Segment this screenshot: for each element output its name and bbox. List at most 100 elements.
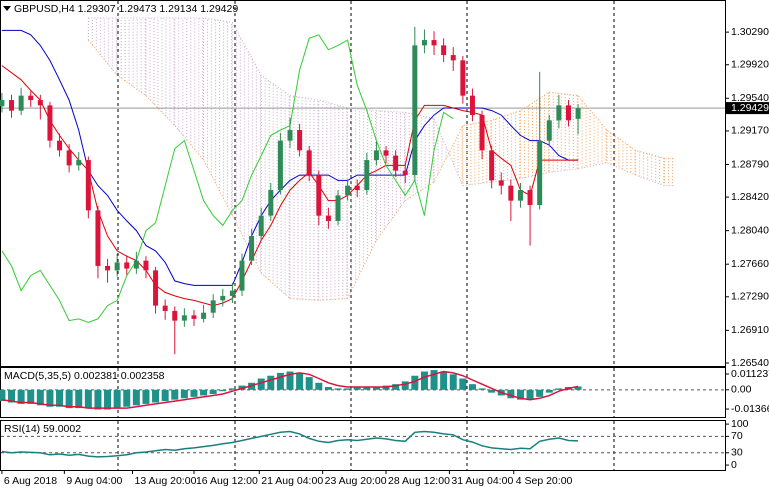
candle-body: [306, 150, 312, 176]
rsi-line: [1, 430, 579, 458]
macd-bar: [363, 387, 371, 390]
x-tick-label: 6 Aug 2018: [4, 475, 57, 487]
macd-bar: [478, 388, 486, 390]
x-tick-label: 9 Aug 04:00: [66, 475, 122, 487]
candle-body: [345, 185, 351, 196]
candle-body: [508, 185, 514, 201]
macd-bar: [459, 378, 467, 390]
candle-body: [172, 310, 178, 321]
cloud-span-a: [87, 39, 675, 301]
macd-bar: [574, 386, 582, 390]
macd-bar: [46, 389, 54, 407]
candle-body: [0, 100, 5, 107]
y-tick-label: 0: [731, 459, 737, 471]
y-tick-label: 100: [731, 418, 749, 430]
x-tick-label: 4 Sep 20:00: [516, 475, 573, 487]
macd-bar: [36, 389, 44, 406]
macd-bar: [516, 389, 524, 400]
macd-bar: [420, 371, 428, 390]
candle-body: [143, 260, 149, 271]
candle-body: [325, 215, 331, 221]
macd-bar: [334, 388, 342, 390]
macd-bar: [305, 377, 313, 390]
macd-bar: [219, 389, 227, 392]
candle-body: [277, 140, 283, 191]
y-tick-label: 1.28040: [731, 224, 769, 236]
candle-body: [210, 300, 216, 313]
macd-bar: [430, 370, 438, 390]
candle-body: [527, 190, 533, 206]
candle-body: [162, 305, 168, 311]
y-tick-label: 0.011237: [731, 368, 769, 380]
candle-body: [287, 130, 293, 141]
panel-title: MACD(5,35,5) 0.002381 0.002358: [4, 370, 165, 382]
macd-bar: [104, 389, 112, 410]
macd-bar: [123, 389, 131, 407]
y-tick-label: 1.27290: [731, 291, 769, 303]
y-tick-label: 1.29540: [731, 92, 769, 104]
candle-body: [354, 185, 360, 191]
macd-bar: [468, 384, 476, 390]
candle-body: [556, 105, 562, 121]
y-tick-label: -0.013666: [731, 403, 769, 415]
macd-bar: [401, 381, 409, 390]
macd-bar: [440, 371, 448, 390]
macd-bar: [267, 375, 275, 390]
candle-body: [249, 235, 255, 261]
candle-body: [575, 108, 581, 119]
y-tick-label: 1.27660: [731, 258, 769, 270]
macd-signal: [1, 370, 579, 409]
candle-body: [18, 95, 24, 111]
macd-bar: [526, 389, 534, 400]
candle-body: [546, 120, 552, 141]
candle-body: [124, 262, 130, 269]
candle-body: [76, 160, 82, 166]
y-tick-label: 0.00: [731, 384, 752, 396]
indicator-line: [1, 34, 454, 323]
candle-body: [297, 130, 303, 151]
macd-bar: [286, 371, 294, 390]
candle-body: [517, 190, 523, 201]
candle-body: [85, 160, 91, 211]
last-price-label: 1.29429: [731, 102, 769, 114]
macd-bar: [75, 389, 83, 409]
macd-bar: [296, 372, 304, 390]
candle-body: [268, 190, 274, 216]
x-tick-label: 21 Aug 04:00: [261, 475, 323, 487]
macd-bar: [353, 387, 361, 390]
candle-body: [133, 260, 139, 269]
macd-bar: [65, 389, 73, 409]
macd-bar: [56, 389, 64, 407]
cloud-span-b: [88, 17, 675, 187]
macd-bar: [555, 388, 563, 390]
panel-title: GBPUSD,H4 1.29307 1.29473 1.29134 1.2942…: [14, 3, 238, 15]
candle-body: [105, 265, 111, 271]
macd-bar: [392, 384, 400, 390]
candle-body: [9, 100, 15, 111]
candle-body: [239, 260, 245, 291]
x-tick-label: 16 Aug 12:00: [196, 475, 258, 487]
candle-body: [450, 55, 456, 61]
candle-body: [47, 105, 53, 141]
y-tick-label: 1.29170: [731, 125, 769, 137]
candle-body: [383, 150, 389, 156]
y-tick-label: 1.29920: [731, 59, 769, 71]
candle-body: [316, 175, 322, 216]
macd-bar: [200, 389, 208, 396]
y-tick-label: 30: [731, 447, 743, 459]
macd-bar: [190, 389, 198, 397]
candle-body: [537, 140, 543, 206]
panel-frame: [0, 420, 726, 471]
macd-bar: [27, 389, 35, 404]
macd-bar: [161, 389, 169, 402]
x-tick-label: 31 Aug 04:00: [451, 475, 513, 487]
candle-body: [201, 312, 207, 319]
macd-bar: [171, 389, 179, 400]
macd-bar: [372, 387, 380, 390]
candle-body: [335, 195, 341, 221]
candle-body: [364, 160, 370, 191]
panel-title: RSI(14) 59.0002: [4, 423, 81, 435]
macd-bar: [315, 382, 323, 390]
macd-bar: [545, 389, 553, 393]
